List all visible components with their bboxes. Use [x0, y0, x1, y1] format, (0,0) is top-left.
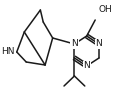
Text: OH: OH — [98, 5, 112, 14]
Text: HN: HN — [1, 48, 15, 56]
Text: N: N — [71, 40, 78, 48]
Text: N: N — [83, 62, 90, 70]
Text: N: N — [96, 40, 102, 48]
